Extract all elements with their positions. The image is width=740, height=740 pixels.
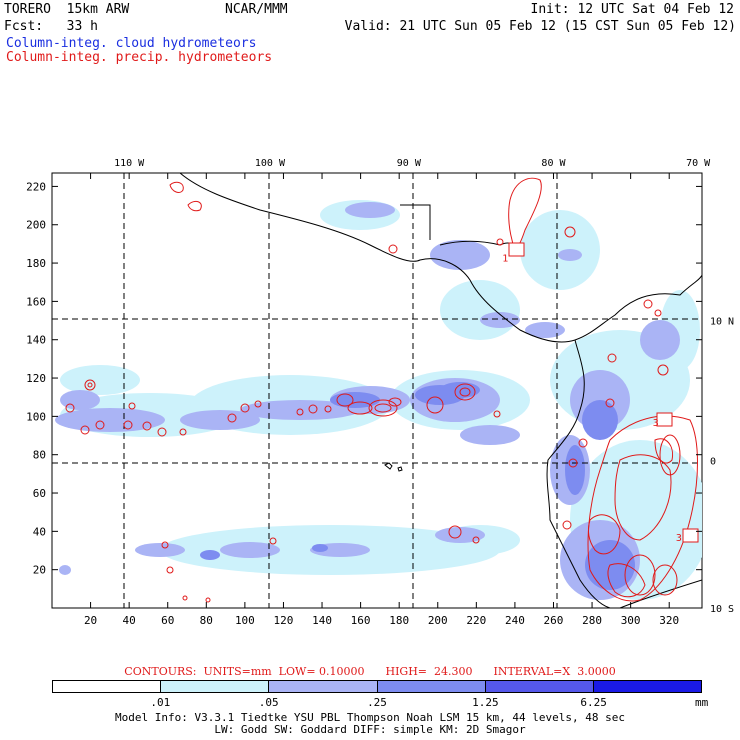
legend-tick-label: 6.25	[580, 696, 607, 709]
y-tick-label: 100	[26, 410, 46, 423]
y-tick-label: 180	[26, 257, 46, 270]
x-tick-label: 200	[428, 614, 448, 627]
y-tick-label: 20	[33, 564, 46, 577]
y-tick-label: 140	[26, 334, 46, 347]
y-tick-label: 200	[26, 219, 46, 232]
x-tick-label: 280	[582, 614, 602, 627]
contour-info: CONTOURS: UNITS=mm LOW= 0.10000 HIGH= 24…	[124, 665, 616, 678]
legend-tick-label: .25	[367, 696, 387, 709]
color-legend	[52, 680, 702, 693]
precip-contours	[65, 177, 698, 603]
y-tick-label: 220	[26, 180, 46, 193]
legend-swatch	[593, 681, 702, 692]
valid-time: Valid: 21 UTC Sun 05 Feb 12 (15 CST Sun …	[344, 19, 736, 34]
longitude-label: 70 W	[686, 158, 711, 169]
longitude-label: 110 W	[114, 158, 145, 169]
x-tick-label: 180	[389, 614, 409, 627]
institution: NCAR/MMM	[225, 2, 288, 17]
x-tick-label: 120	[274, 614, 294, 627]
precip-field-title: Column-integ. precip. hydrometeors	[6, 50, 273, 65]
legend-tick-label: .01	[150, 696, 171, 709]
x-tick-label: 240	[505, 614, 525, 627]
longitude-label: 100 W	[255, 158, 286, 169]
model-name: TORERO 15km ARW	[4, 2, 130, 17]
y-tick-label: 40	[33, 525, 46, 538]
y-tick-label: 60	[33, 487, 46, 500]
legend-swatch	[53, 681, 162, 692]
y-tick-label: 80	[33, 449, 46, 462]
x-tick-label: 20	[84, 614, 97, 627]
legend-swatch	[269, 681, 378, 692]
x-tick-label: 320	[659, 614, 679, 627]
x-tick-label: 220	[466, 614, 486, 627]
model-info-line2: LW: Godd SW: Goddard DIFF: simple KM: 2D…	[214, 723, 526, 736]
forecast-hour: Fcst: 33 h	[4, 19, 98, 34]
axes: 20 40 60 80 100 120 140 160 180 200 220 240 260 280 30…	[26, 158, 734, 627]
cloud-field-title: Column-integ. cloud hydrometeors	[6, 36, 257, 51]
latitude-label: 0	[710, 456, 716, 467]
x-tick-label: 260	[544, 614, 564, 627]
model-info-line1: Model Info: V3.3.1 Tiedtke YSU PBL Thomp…	[115, 711, 625, 724]
contour-value-labels: 1 3 3	[502, 253, 682, 544]
legend-unit: mm	[695, 696, 709, 709]
init-time: Init: 12 UTC Sat 04 Feb 12	[530, 2, 735, 17]
x-tick-label: 40	[123, 614, 136, 627]
y-tick-label: 120	[26, 372, 46, 385]
legend-swatch	[161, 681, 270, 692]
coastlines	[179, 173, 702, 608]
legend-swatch	[485, 681, 594, 692]
legend-tick-label: 1.25	[472, 696, 499, 709]
x-tick-label: 80	[200, 614, 213, 627]
y-tick-label: 160	[26, 295, 46, 308]
x-tick-label: 160	[351, 614, 371, 627]
legend-swatch	[377, 681, 486, 692]
legend-tick-label: .05	[258, 696, 279, 709]
x-tick-label: 300	[621, 614, 641, 627]
contour-value-label: 3	[676, 533, 682, 544]
lat-lon-grid	[52, 173, 702, 608]
x-tick-label: 60	[161, 614, 174, 627]
contour-value-boxes	[508, 242, 699, 543]
longitude-label: 80 W	[541, 158, 566, 169]
x-tick-label: 140	[312, 614, 332, 627]
latitude-label: 10 N	[710, 317, 734, 328]
latitude-label: 10 S	[710, 604, 734, 615]
contour-value-label: 3	[653, 418, 659, 429]
x-tick-label: 100	[235, 614, 255, 627]
contour-value-label: 1	[502, 253, 508, 264]
longitude-label: 90 W	[397, 158, 422, 169]
